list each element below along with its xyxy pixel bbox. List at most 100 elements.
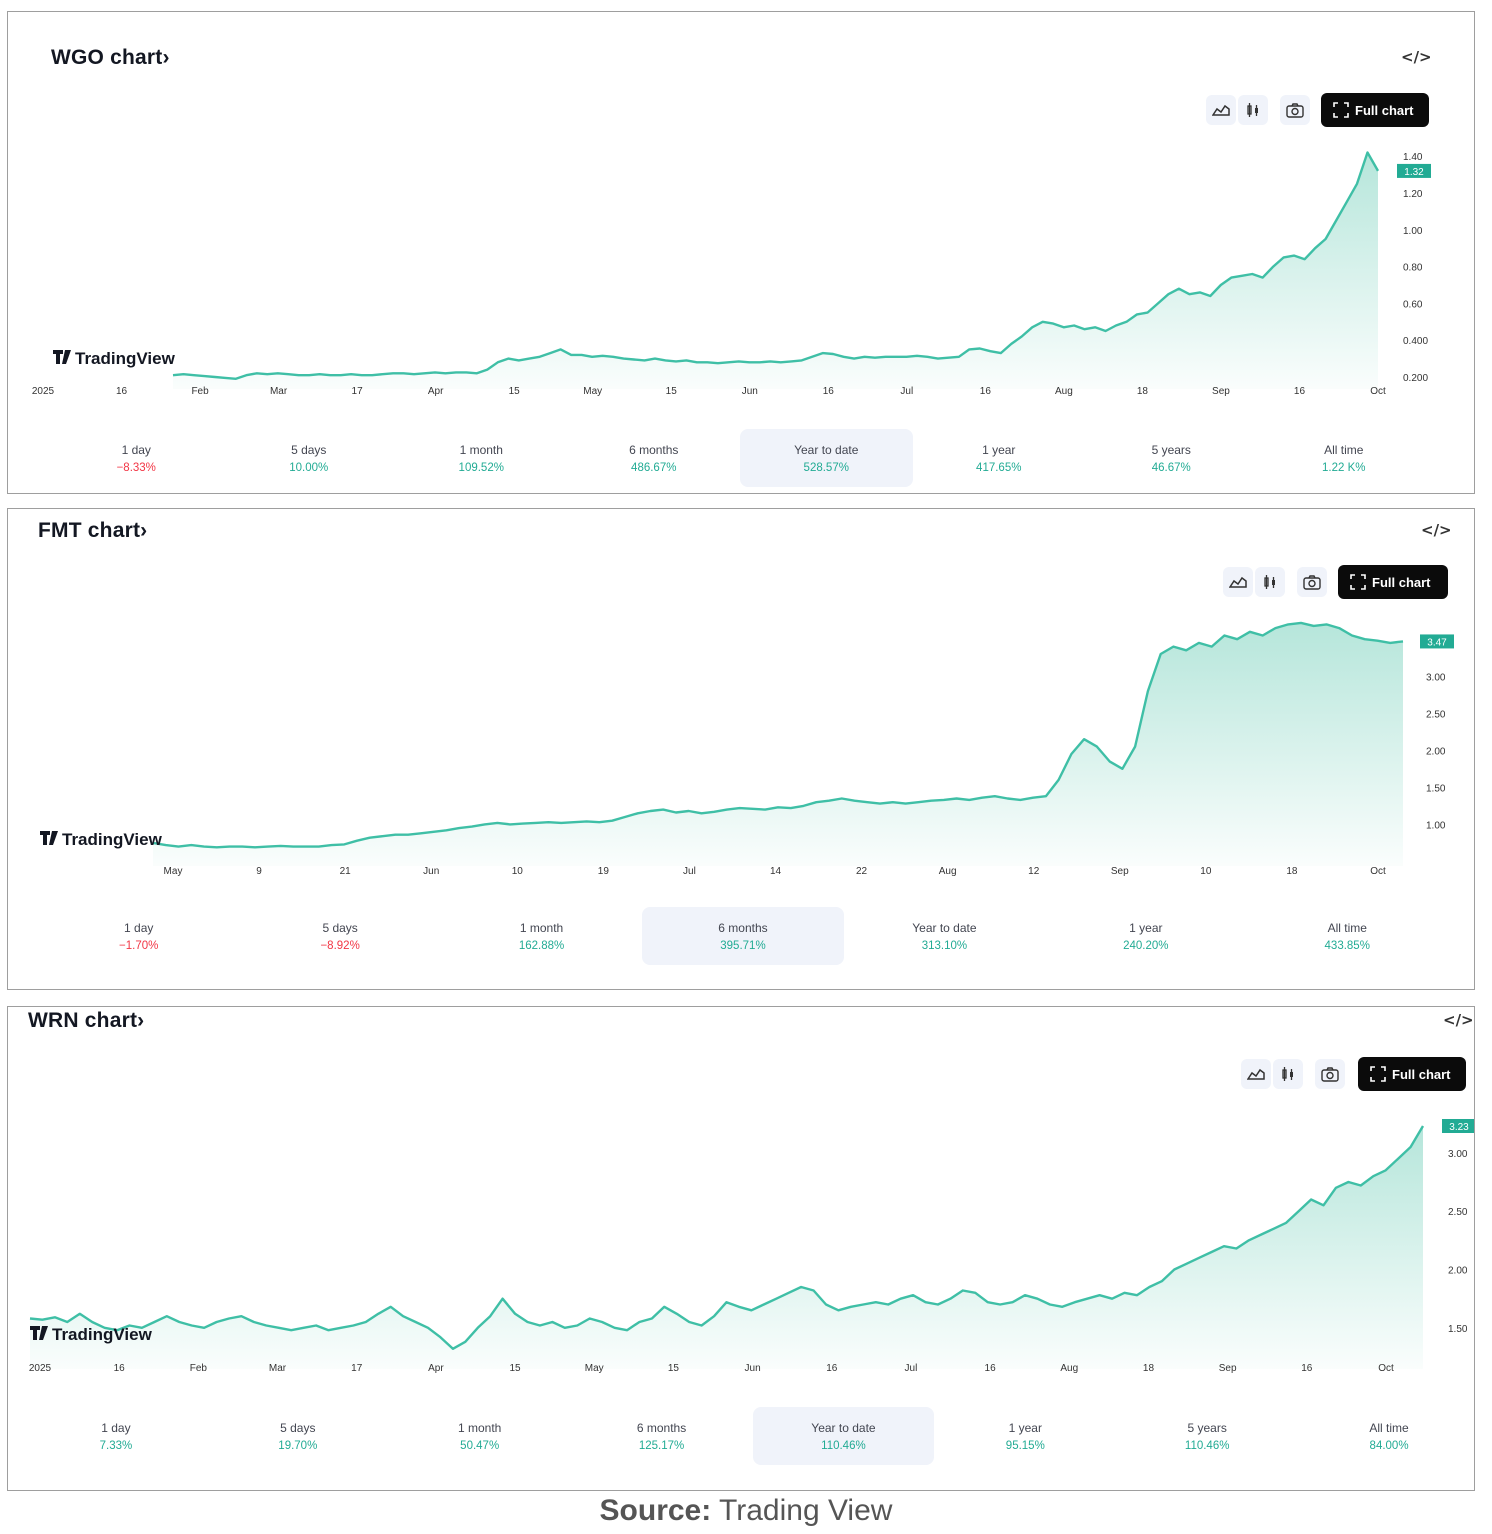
x-tick-label: 10 (1200, 866, 1212, 877)
x-tick-label: 9 (256, 866, 262, 877)
period-tab[interactable]: 5 days 19.70% (207, 1407, 389, 1465)
period-tab[interactable]: 5 days 10.00% (223, 429, 396, 487)
y-tick-label: 1.50 (1426, 783, 1446, 794)
chart-title[interactable]: WGO chart› (51, 46, 170, 69)
chart-title[interactable]: FMT chart› (38, 519, 148, 542)
period-change-value: 110.46% (821, 1439, 866, 1452)
y-tick-label: 1.00 (1426, 820, 1446, 831)
y-tick-label: 0.400 (1403, 336, 1428, 347)
series-area-fill (30, 1126, 1423, 1369)
full-chart-button[interactable]: Full chart (1358, 1057, 1466, 1091)
period-tab[interactable]: Year to date 528.57% (740, 429, 913, 487)
x-tick-label: 16 (980, 386, 992, 397)
candles-chart-style-button[interactable] (1238, 95, 1268, 125)
period-tab[interactable]: 6 months 486.67% (568, 429, 741, 487)
source-caption: Source: Trading View (0, 1494, 1492, 1528)
period-label: Year to date (811, 1420, 876, 1435)
period-tab[interactable]: All time 1.22 K% (1258, 429, 1431, 487)
period-tab[interactable]: Year to date 313.10% (844, 907, 1045, 965)
period-tab[interactable]: 1 month 109.52% (395, 429, 568, 487)
period-tab[interactable]: 1 year 417.65% (913, 429, 1086, 487)
period-change-value: 313.10% (921, 939, 968, 952)
tradingview-logo-text: TradingView (75, 349, 176, 368)
x-tick-label: Jun (742, 386, 758, 397)
period-tab[interactable]: Year to date 110.46% (752, 1407, 935, 1465)
period-label: 1 month (519, 920, 564, 935)
period-tab[interactable]: 1 year 240.20% (1045, 907, 1246, 965)
x-tick-label: Apr (428, 386, 444, 397)
snapshot-button[interactable] (1315, 1059, 1345, 1089)
candles-chart-style-button[interactable] (1273, 1059, 1303, 1089)
tradingview-logo: TradingView (53, 349, 176, 368)
period-change-value: 162.88% (518, 939, 565, 952)
period-label: 5 years (1187, 1420, 1227, 1435)
candles-chart-style-button[interactable] (1255, 567, 1285, 597)
full-chart-button[interactable]: Full chart (1338, 565, 1448, 599)
y-tick-label: 1.50 (1448, 1324, 1468, 1335)
chart-toolbar: Full chart (1241, 1057, 1466, 1091)
snapshot-button[interactable] (1297, 567, 1327, 597)
period-tabs: 1 day −1.70% 5 days −8.92% 1 month 162.88% 6 m… (38, 907, 1448, 965)
period-tab[interactable]: 5 years 46.67% (1085, 429, 1258, 487)
period-tab[interactable]: 6 months 395.71% (642, 907, 844, 965)
x-tick-label: Jul (683, 866, 696, 877)
x-tick-label: 21 (340, 866, 352, 877)
chart-panel-fmt: FMT chart› </> Full chart 3.00 2.50 2.00 1.… (7, 508, 1475, 990)
period-change-value: 10.00% (289, 461, 329, 474)
period-tab[interactable]: 1 month 162.88% (441, 907, 642, 965)
period-label: 1 day (101, 1420, 131, 1435)
area-chart-icon (1212, 104, 1230, 116)
last-price-badge (1420, 634, 1454, 649)
snapshot-button[interactable] (1280, 95, 1310, 125)
period-tab[interactable]: All time 84.00% (1298, 1407, 1480, 1465)
period-label: 5 days (280, 1420, 316, 1435)
period-tab[interactable]: 1 day −1.70% (38, 907, 239, 965)
x-tick-label: 18 (1286, 866, 1298, 877)
x-tick-label: 17 (351, 1363, 363, 1374)
period-tab[interactable]: 1 day −8.33% (50, 429, 223, 487)
period-tab[interactable]: 1 month 50.47% (389, 1407, 571, 1465)
chart-title[interactable]: WRN chart› (28, 1009, 145, 1032)
embed-code-icon[interactable]: </> (1443, 1011, 1474, 1029)
period-tab[interactable]: 5 days −8.92% (239, 907, 440, 965)
candles-icon (1282, 1067, 1293, 1081)
period-label: Year to date (794, 442, 859, 457)
period-label: 1 day (121, 442, 151, 457)
period-tab[interactable]: 6 months 125.17% (571, 1407, 753, 1465)
x-tick-label: 16 (114, 1363, 126, 1374)
y-tick-label: 3.00 (1426, 672, 1446, 683)
period-label: All time (1327, 920, 1367, 935)
x-tick-label: 16 (1301, 1363, 1313, 1374)
x-tick-label: 2025 (32, 386, 55, 397)
y-tick-label: 2.00 (1448, 1266, 1468, 1277)
x-tick-label: Oct (1378, 1363, 1394, 1374)
x-tick-label: May (585, 1363, 604, 1374)
period-tab[interactable]: 5 years 110.46% (1116, 1407, 1298, 1465)
camera-icon (1286, 102, 1304, 118)
period-label: 5 days (322, 920, 358, 935)
period-tab[interactable]: All time 433.85% (1247, 907, 1448, 965)
period-change-value: 7.33% (99, 1439, 133, 1452)
embed-code-icon[interactable]: </> (1401, 48, 1432, 66)
line-chart-style-button[interactable] (1206, 95, 1236, 125)
embed-code-icon[interactable]: </> (1421, 521, 1452, 539)
tradingview-logo-text: TradingView (52, 1325, 153, 1344)
y-tick-label: 1.00 (1403, 226, 1423, 237)
x-tick-label: Oct (1370, 386, 1386, 397)
period-change-value: 486.67% (631, 461, 677, 474)
x-tick-label: Sep (1219, 1363, 1237, 1374)
line-chart-style-button[interactable] (1223, 567, 1253, 597)
x-tick-label: 12 (1028, 866, 1040, 877)
fullscreen-icon (1370, 1066, 1386, 1082)
full-chart-button[interactable]: Full chart (1321, 93, 1429, 127)
chart-panel-wrn: WRN chart› </> Full chart 3.00 2.50 2.00 1.… (7, 1006, 1475, 1491)
wrn-price-chart: 3.00 2.50 2.00 1.50 3.23 2025 16 Feb Mar 17 Apr 15 M… (29, 1119, 1474, 1374)
period-tab[interactable]: 1 year 95.15% (934, 1407, 1116, 1465)
series-line (29, 1125, 1425, 1350)
period-change-value: 110.46% (1184, 1439, 1230, 1452)
period-tab[interactable]: 1 day 7.33% (25, 1407, 207, 1465)
tradingview-logo: TradingView (30, 1325, 153, 1344)
x-tick-label: 15 (509, 1363, 521, 1374)
line-chart-style-button[interactable] (1241, 1059, 1271, 1089)
source-text: Trading View (711, 1494, 893, 1527)
